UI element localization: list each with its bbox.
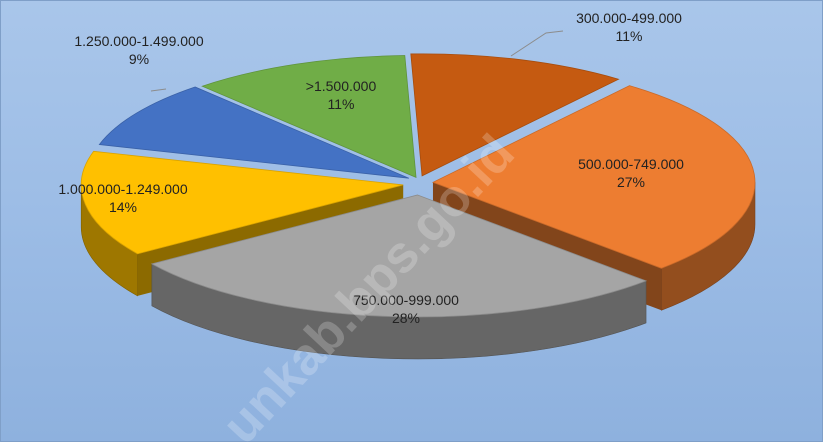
pie-slice-3[interactable]	[150, 194, 648, 318]
slice-percent-3: 28%	[392, 310, 420, 326]
leader-line-5	[150, 88, 167, 92]
slice-label-4: 1.000.000-1.249.000	[58, 181, 187, 197]
slice-percent-2: 27%	[617, 174, 645, 190]
pie-slice-4[interactable]	[80, 150, 404, 255]
slice-percent-1: 11%	[616, 28, 643, 44]
slice-label-1: 300.000-499.000	[576, 10, 682, 26]
slice-label-3: 750.000-999.000	[353, 292, 459, 308]
slice-label-2: 500.000-749.000	[578, 156, 684, 172]
pie-slice-5[interactable]	[98, 86, 410, 179]
pie-slice-1[interactable]	[410, 53, 620, 177]
slice-label-5: 1.250.000-1.499.000	[74, 33, 203, 49]
pie-slice-6[interactable]	[201, 55, 417, 179]
slice-percent-4: 14%	[109, 199, 137, 215]
leader-line-1	[510, 30, 564, 57]
slice-percent-5: 9%	[129, 51, 149, 67]
pie-slice-2[interactable]	[431, 85, 756, 269]
slice-percent-6: 11%	[328, 96, 355, 112]
slice-label-6: >1.500.000	[306, 78, 377, 94]
